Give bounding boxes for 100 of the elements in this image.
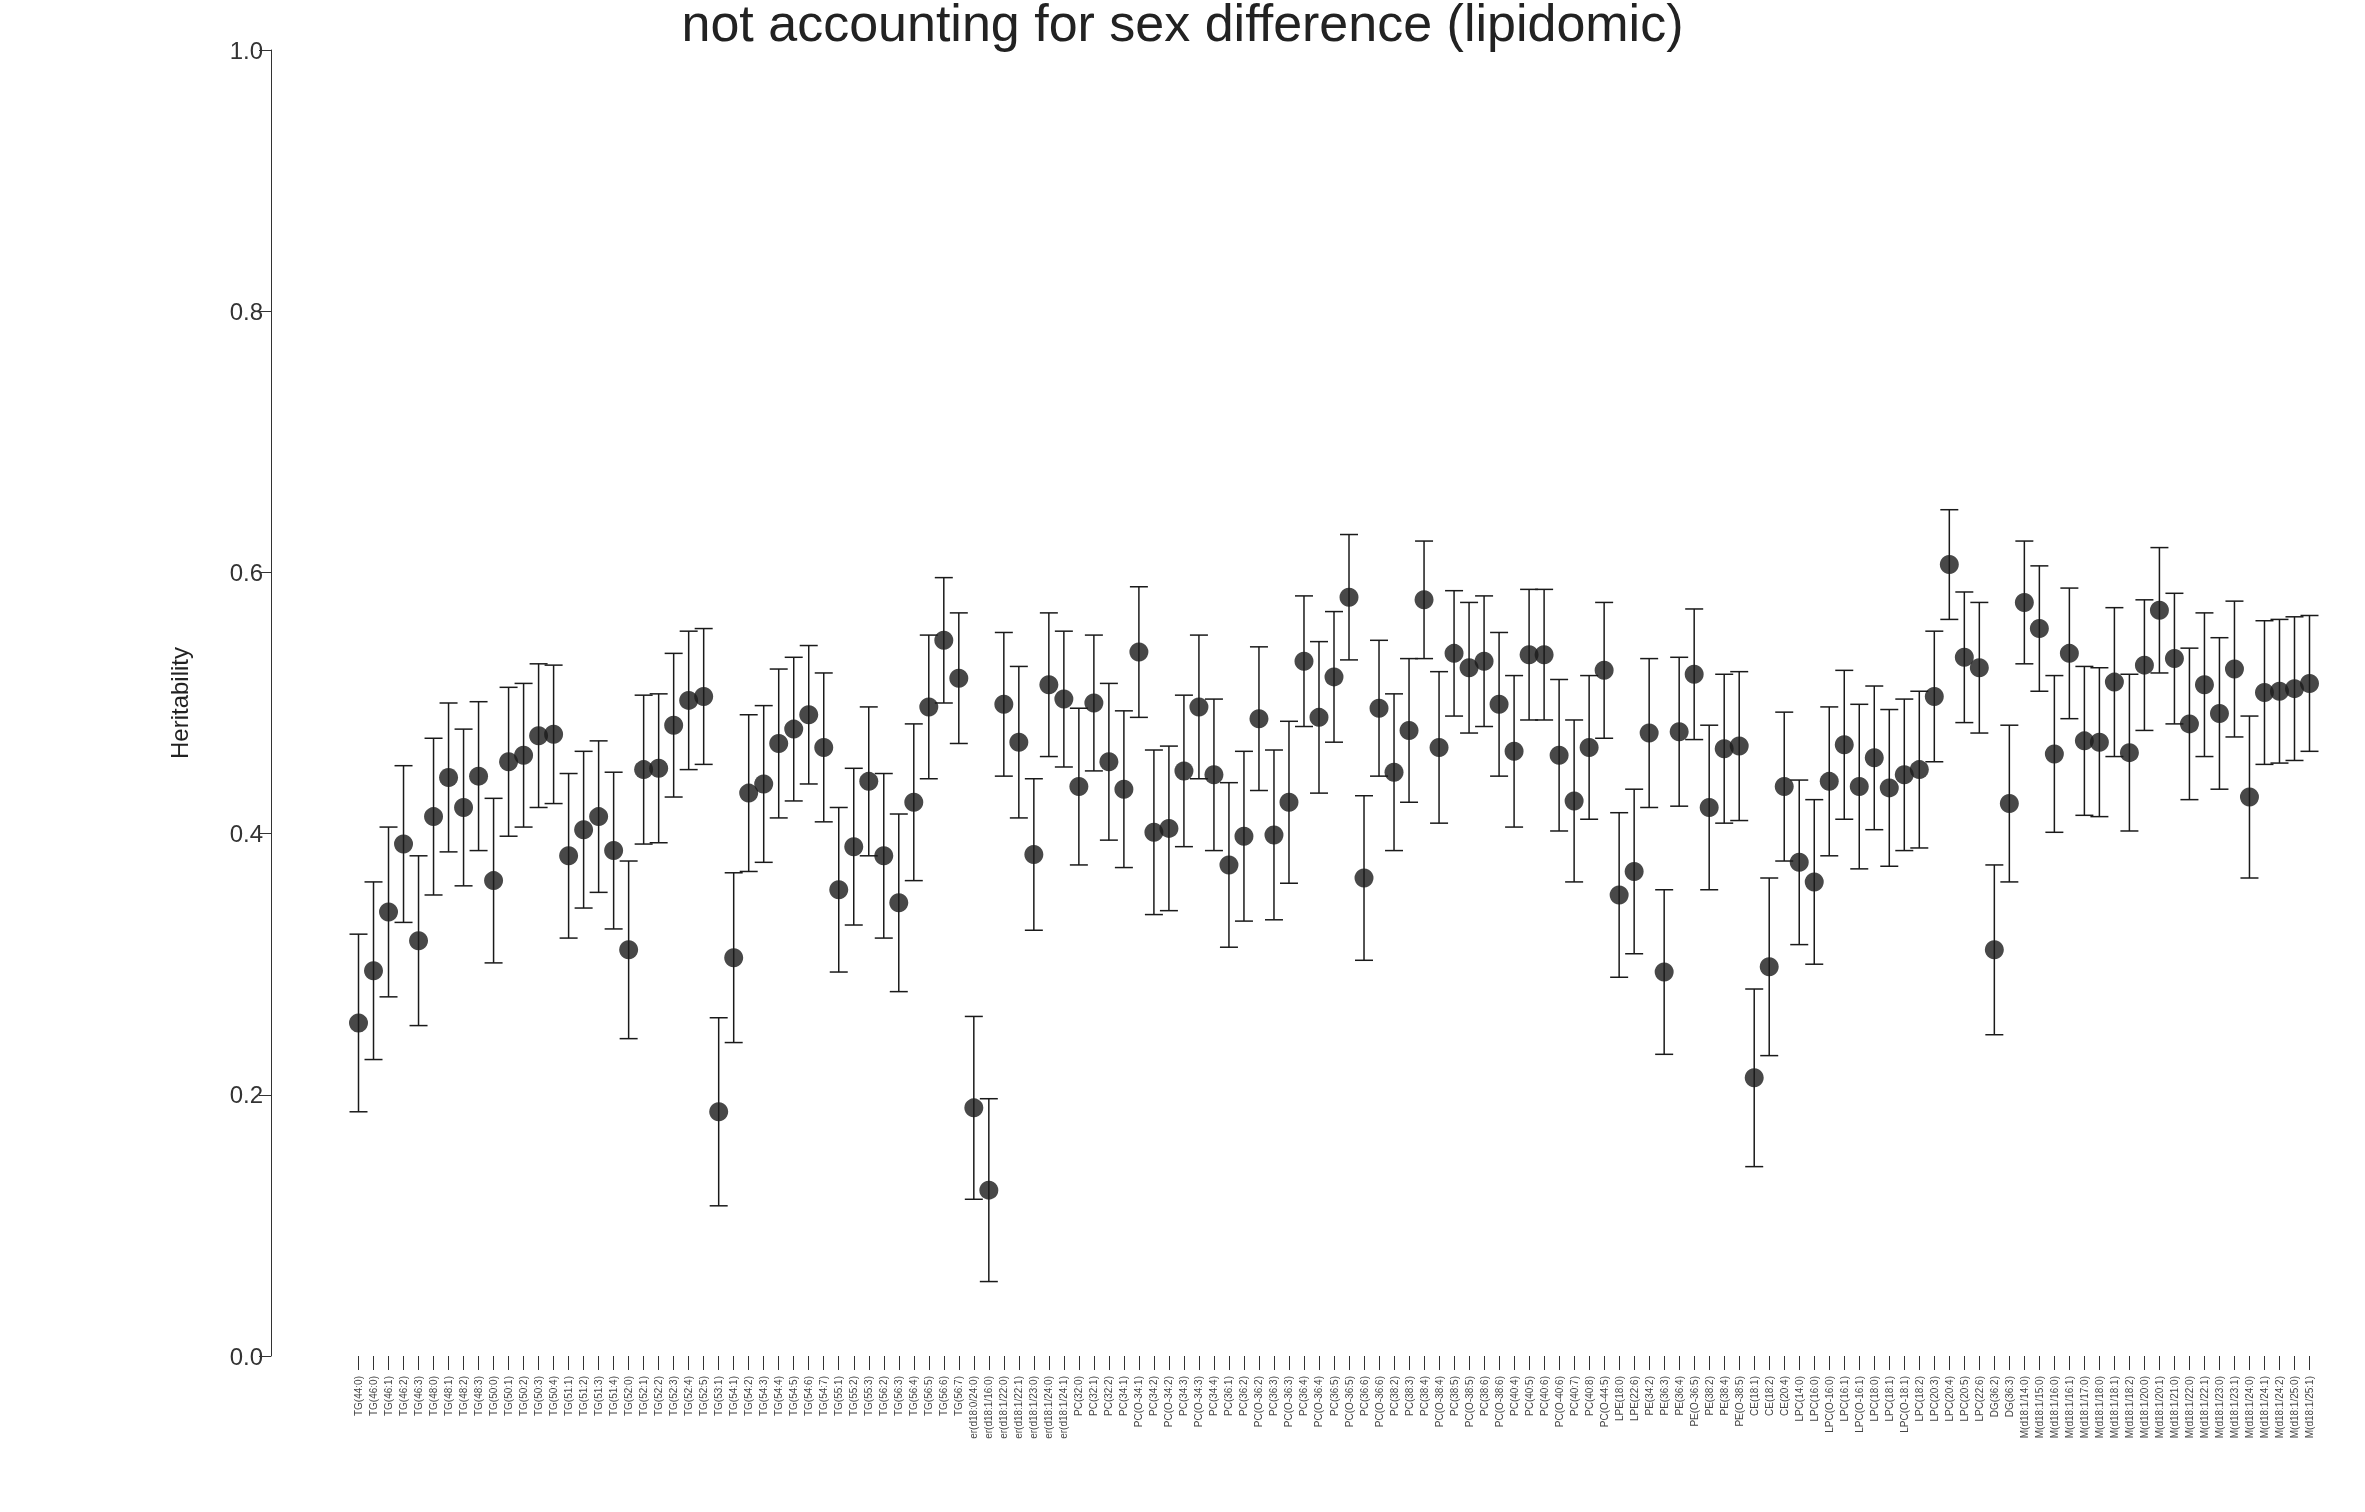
x-tick-label: TG(50:4) (548, 1376, 560, 1417)
x-tick-label: PE(36:4) (1673, 1376, 1685, 1416)
x-tick-label: TG(51:1) (563, 1376, 575, 1417)
chart-title: not accounting for sex difference (lipidomic) (681, 0, 1684, 52)
x-tick-label: PE(34:2) (1643, 1376, 1655, 1416)
x-tick-label: M(d18:1/16:1) (2063, 1376, 2075, 1439)
x-tick-label: TG(50:0) (488, 1376, 500, 1417)
x-tick-label: LPC(20:4) (1943, 1376, 1955, 1422)
x-tick-label: M(d18:1/24:1) (2258, 1376, 2270, 1439)
x-tick-label: PC(32:1) (1088, 1376, 1100, 1417)
x-tick-label: M(d18:1/18:2) (2123, 1376, 2135, 1439)
x-tick-label: PC(38:5) (1448, 1376, 1460, 1417)
x-tick-label: LPC(20:3) (1928, 1376, 1940, 1422)
x-tick-label: CE(18:2) (1763, 1376, 1775, 1417)
x-tick-label: er(d18:1/22:0) (998, 1376, 1010, 1439)
x-tick-label: PC(32:2) (1103, 1376, 1115, 1417)
x-tick-label: er(d18:1/24:0) (1043, 1376, 1055, 1439)
y-tick-label: 0.6 (229, 558, 263, 586)
x-tick-label: LPC(O-16:1) (1853, 1376, 1865, 1433)
x-tick-label: M(d18:1/25:1) (2304, 1376, 2315, 1439)
y-tick-label: 0.0 (229, 1342, 263, 1370)
x-tick-label: CE(18:1) (1748, 1376, 1760, 1417)
x-tick-label: TG(56:6) (938, 1376, 950, 1417)
x-tick-label: TG(54:1) (728, 1376, 740, 1417)
x-tick-label: TG(46:1) (383, 1376, 395, 1417)
x-tick-label: M(d18:1/20:0) (2138, 1376, 2150, 1439)
x-tick-label: TG(55:3) (863, 1376, 875, 1417)
x-tick-label: TG(56:5) (923, 1376, 935, 1417)
x-tick-label: PC(36:3) (1268, 1376, 1280, 1417)
x-tick-label: LPC(O-18:1) (1898, 1376, 1910, 1433)
x-tick-label: TG(48:3) (473, 1376, 485, 1417)
x-tick-label: TG(53:1) (713, 1376, 725, 1417)
x-tick-label: PC(36:4) (1298, 1376, 1310, 1417)
x-tick-label: TG(51:4) (608, 1376, 620, 1417)
x-tick-label: TG(54:7) (818, 1376, 830, 1417)
x-tick-label: PC(36:1) (1223, 1376, 1235, 1417)
x-tick-label: TG(51:3) (593, 1376, 605, 1417)
x-tick-label: PC(O-34:2) (1163, 1376, 1175, 1428)
x-tick-label: LPE(22:6) (1628, 1376, 1640, 1422)
x-tick-label: M(d18:1/24:0) (2243, 1376, 2255, 1439)
x-tick-label: TG(55:1) (833, 1376, 845, 1417)
x-tick-label: PC(38:4) (1418, 1376, 1430, 1417)
y-tick-label: 1.0 (229, 36, 263, 64)
x-tick-label: TG(48:0) (428, 1376, 440, 1417)
x-tick-label: PC(40:6) (1538, 1376, 1550, 1417)
x-tick-label: PC(O-36:6) (1373, 1376, 1385, 1428)
x-tick-label: PC(40:8) (1583, 1376, 1595, 1417)
x-tick-label: LPC(18:0) (1868, 1376, 1880, 1422)
x-tick-label: TG(46:0) (368, 1376, 380, 1417)
x-tick-label: PC(38:6) (1478, 1376, 1490, 1417)
x-tick-label: CE(20:4) (1778, 1376, 1790, 1417)
x-tick-label: PC(34:1) (1118, 1376, 1130, 1417)
x-tick-label: TG(52:1) (638, 1376, 650, 1417)
x-tick-label: TG(44:0) (353, 1376, 364, 1417)
x-tick-label: PE(36:3) (1658, 1376, 1670, 1416)
x-tick-label: M(d18:1/14:0) (2018, 1376, 2030, 1439)
x-tick-label: er(d18:1/24:1) (1058, 1376, 1070, 1439)
y-axis-title: Heritability (165, 646, 193, 760)
x-tick-label: LPC(22:6) (1973, 1376, 1985, 1422)
x-tick-label: TG(54:4) (773, 1376, 785, 1417)
x-tick-label: er(d18:0/24:0) (968, 1376, 980, 1439)
x-tick-label: PC(O-36:2) (1253, 1376, 1265, 1428)
x-tick-label: LPC(O-16:0) (1823, 1376, 1835, 1433)
x-tick-label: TG(52:3) (668, 1376, 680, 1417)
x-tick-label: PC(40:5) (1523, 1376, 1535, 1417)
x-tick-label: PC(40:7) (1568, 1376, 1580, 1417)
x-tick-label: M(d18:1/25:0) (2288, 1376, 2300, 1439)
x-tick-label: M(d18:1/22:1) (2198, 1376, 2210, 1439)
y-tick-label: 0.2 (229, 1081, 263, 1109)
x-tick-label: er(d18:1/16:0) (983, 1376, 995, 1439)
x-tick-label: PC(O-38:5) (1463, 1376, 1475, 1428)
x-tick-label: LPC(14:0) (1793, 1376, 1805, 1422)
x-tick-label: M(d18:1/24:2) (2273, 1376, 2285, 1439)
x-tick-label: M(d18:1/20:1) (2153, 1376, 2165, 1439)
x-tick-label: TG(50:2) (518, 1376, 530, 1417)
x-tick-label: TG(55:2) (848, 1376, 860, 1417)
x-tick-label: TG(56:3) (893, 1376, 905, 1417)
x-tick-label: LPC(16:1) (1838, 1376, 1850, 1422)
x-tick-label: PC(O-44:5) (1598, 1376, 1610, 1428)
x-tick-label: M(d18:1/15:0) (2033, 1376, 2045, 1439)
x-tick-label: TG(48:1) (443, 1376, 455, 1417)
x-tick-label: TG(52:5) (698, 1376, 710, 1417)
x-tick-label: TG(51:2) (578, 1376, 590, 1417)
x-tick-label: M(d18:1/21:0) (2168, 1376, 2180, 1439)
x-tick-label: PC(34:3) (1178, 1376, 1190, 1417)
x-tick-label: LPE(18:0) (1613, 1376, 1625, 1422)
x-tick-label: PE(O-36:5) (1688, 1376, 1700, 1427)
x-tick-label: TG(56:2) (878, 1376, 890, 1417)
x-tick-label: TG(46:2) (398, 1376, 410, 1417)
x-tick-label: PE(38:4) (1718, 1376, 1730, 1416)
x-tick-label: PC(38:2) (1388, 1376, 1400, 1417)
y-tick-label: 0.4 (229, 820, 263, 848)
x-tick-label: M(d18:1/23:0) (2213, 1376, 2225, 1439)
x-tick-label: PC(36:6) (1358, 1376, 1370, 1417)
x-tick-label: PE(38:2) (1703, 1376, 1715, 1416)
x-tick-label: TG(50:3) (533, 1376, 545, 1417)
x-tick-label: TG(52:4) (683, 1376, 695, 1417)
x-tick-label: er(d18:1/22:1) (1013, 1376, 1025, 1439)
x-tick-label: LPC(18:1) (1883, 1376, 1895, 1422)
x-tick-label: PC(O-36:3) (1283, 1376, 1295, 1428)
